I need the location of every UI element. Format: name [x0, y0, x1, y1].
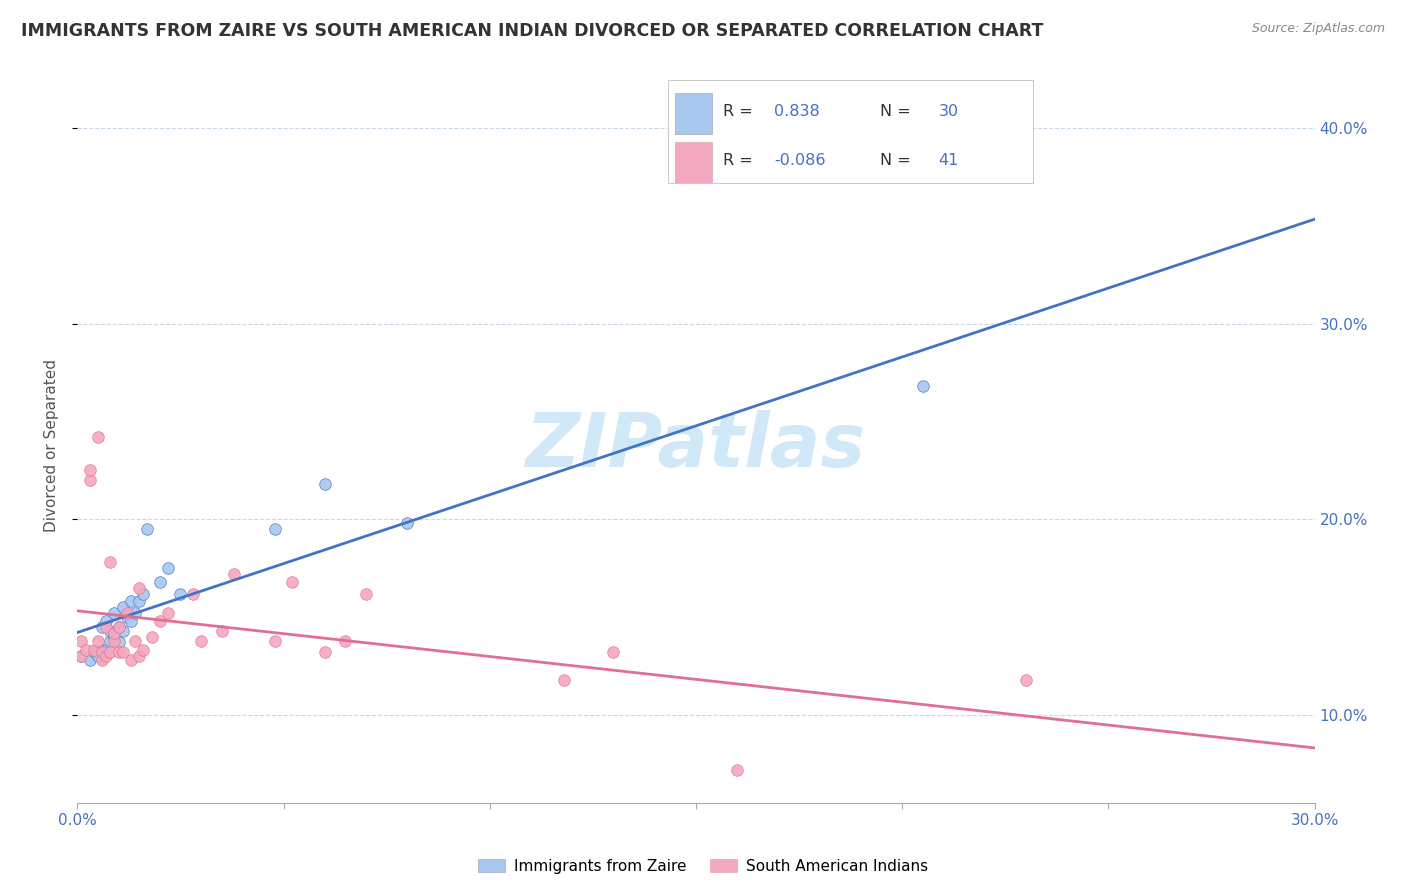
- Text: 41: 41: [938, 153, 959, 168]
- Point: [354, 586, 377, 600]
- Point: [103, 606, 125, 620]
- Point: [91, 643, 114, 657]
- Bar: [675, 142, 711, 183]
- Point: [136, 522, 159, 536]
- Point: [120, 614, 142, 628]
- Point: [70, 649, 93, 664]
- Point: [157, 561, 180, 575]
- Legend: Immigrants from Zaire, South American Indians: Immigrants from Zaire, South American In…: [471, 853, 935, 880]
- Point: [314, 477, 336, 491]
- Point: [335, 633, 357, 648]
- Point: [91, 645, 114, 659]
- Point: [75, 643, 97, 657]
- Point: [911, 379, 934, 393]
- Point: [103, 633, 125, 648]
- Point: [124, 633, 146, 648]
- Point: [96, 614, 118, 628]
- Point: [124, 606, 146, 620]
- Point: [98, 624, 121, 638]
- Text: R =: R =: [723, 153, 758, 168]
- Text: ZIPatlas: ZIPatlas: [526, 409, 866, 483]
- Point: [169, 586, 191, 600]
- Point: [128, 581, 150, 595]
- Point: [190, 633, 212, 648]
- Text: 0.838: 0.838: [773, 103, 820, 119]
- Point: [149, 614, 172, 628]
- Point: [79, 463, 101, 477]
- Point: [107, 620, 129, 634]
- Point: [87, 649, 110, 664]
- Point: [120, 653, 142, 667]
- Point: [70, 649, 93, 664]
- Point: [70, 633, 93, 648]
- Point: [141, 630, 163, 644]
- Point: [96, 649, 118, 664]
- Point: [98, 633, 121, 648]
- Point: [91, 653, 114, 667]
- Bar: [675, 93, 711, 134]
- Point: [222, 567, 245, 582]
- Point: [128, 594, 150, 608]
- Point: [553, 673, 575, 687]
- Point: [725, 763, 748, 777]
- Point: [181, 586, 204, 600]
- Point: [115, 610, 138, 624]
- Point: [87, 430, 110, 444]
- Point: [314, 645, 336, 659]
- Point: [264, 633, 287, 648]
- Point: [79, 653, 101, 667]
- Point: [91, 620, 114, 634]
- Point: [83, 645, 105, 659]
- Point: [1015, 673, 1038, 687]
- Point: [87, 633, 110, 648]
- Text: IMMIGRANTS FROM ZAIRE VS SOUTH AMERICAN INDIAN DIVORCED OR SEPARATED CORRELATION: IMMIGRANTS FROM ZAIRE VS SOUTH AMERICAN …: [21, 22, 1043, 40]
- Point: [103, 630, 125, 644]
- Point: [98, 555, 121, 569]
- Point: [107, 620, 129, 634]
- Text: Source: ZipAtlas.com: Source: ZipAtlas.com: [1251, 22, 1385, 36]
- Point: [107, 635, 129, 649]
- Point: [79, 473, 101, 487]
- Point: [96, 620, 118, 634]
- Point: [128, 649, 150, 664]
- Point: [103, 625, 125, 640]
- Text: R =: R =: [723, 103, 758, 119]
- Y-axis label: Divorced or Separated: Divorced or Separated: [44, 359, 59, 533]
- Point: [132, 643, 155, 657]
- Point: [111, 645, 134, 659]
- Point: [98, 645, 121, 659]
- Point: [211, 624, 233, 638]
- Point: [96, 643, 118, 657]
- Text: 30: 30: [938, 103, 959, 119]
- Point: [120, 594, 142, 608]
- Point: [149, 574, 172, 589]
- Point: [83, 643, 105, 657]
- Point: [264, 522, 287, 536]
- Point: [281, 574, 304, 589]
- Point: [107, 645, 129, 659]
- Point: [111, 624, 134, 638]
- Text: -0.086: -0.086: [773, 153, 825, 168]
- Point: [111, 600, 134, 615]
- Point: [602, 645, 624, 659]
- Point: [132, 586, 155, 600]
- Text: N =: N =: [880, 103, 915, 119]
- Point: [157, 606, 180, 620]
- Point: [115, 606, 138, 620]
- Point: [396, 516, 419, 531]
- Text: N =: N =: [880, 153, 915, 168]
